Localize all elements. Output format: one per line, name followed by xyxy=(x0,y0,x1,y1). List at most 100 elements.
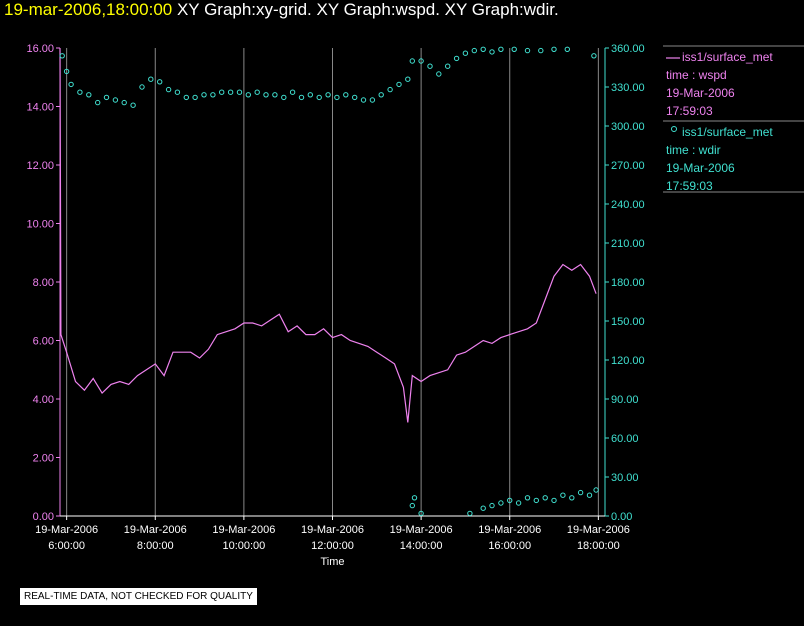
series-point-wdir xyxy=(219,89,225,95)
series-point-wdir xyxy=(427,63,433,69)
right-tick-label: 90.00 xyxy=(611,394,639,406)
series-point-wdir xyxy=(272,92,278,98)
series-point-wdir xyxy=(254,89,260,95)
grid-lines xyxy=(66,48,599,516)
x-axis-label: Time xyxy=(320,556,344,568)
series-point-wdir xyxy=(139,84,145,90)
x-tick-date: 19-Mar-2006 xyxy=(35,524,98,536)
series-point-wdir xyxy=(471,47,477,54)
x-tick-time: 14:00:00 xyxy=(400,540,443,552)
series-point-wdir xyxy=(524,47,531,54)
x-tick-date: 19-Mar-2006 xyxy=(567,524,630,536)
series-point-wdir xyxy=(130,102,136,108)
series-point-wdir xyxy=(542,495,548,501)
series-point-wdir xyxy=(103,94,110,101)
right-tick-label: 60.00 xyxy=(611,433,639,445)
left-tick-label: 12.00 xyxy=(26,160,54,172)
series-point-wdir xyxy=(498,500,504,506)
right-tick-label: 360.00 xyxy=(611,43,645,55)
left-tick-label: 16.00 xyxy=(26,43,54,55)
series-point-wdir xyxy=(418,58,424,64)
legend-source: iss1/surface_met xyxy=(682,125,773,139)
series-point-wdir xyxy=(467,510,473,517)
legend-field: time : wspd xyxy=(666,68,727,82)
legend-date: 19-Mar-2006 xyxy=(666,161,735,175)
series-point-wdir xyxy=(86,92,92,98)
series xyxy=(59,46,599,517)
series-point-wdir xyxy=(489,49,495,55)
x-tick-date: 19-Mar-2006 xyxy=(124,524,187,536)
x-tick-time: 16:00:00 xyxy=(488,540,531,552)
series-point-wdir xyxy=(148,76,154,82)
series-point-wdir xyxy=(533,497,539,504)
series-point-wdir xyxy=(316,94,322,101)
series-point-wdir xyxy=(524,495,531,501)
series-point-wdir xyxy=(577,489,584,496)
series-point-wdir xyxy=(157,79,163,85)
tick-labels: 0.00 2.00 4.00 6.00 8.00 10.00 12.00 14.00 16.00… xyxy=(26,43,644,568)
series-point-wdir xyxy=(480,46,486,52)
title-graph-list: XY Graph:xy-grid. XY Graph:wspd. XY Grap… xyxy=(176,0,559,19)
left-tick-label: 6.00 xyxy=(33,336,54,348)
legend-time: 17:59:03 xyxy=(666,104,713,118)
right-tick-label: 180.00 xyxy=(611,277,645,289)
series-point-wdir xyxy=(183,94,190,101)
right-tick-label: 210.00 xyxy=(611,238,645,250)
series-point-wdir xyxy=(63,68,70,75)
series-point-wdir xyxy=(369,97,376,103)
series-point-wdir xyxy=(334,94,340,101)
series-point-wdir xyxy=(77,89,83,95)
right-tick-label: 150.00 xyxy=(611,316,645,328)
x-tick-time: 6:00:00 xyxy=(48,540,85,552)
series-line-wspd xyxy=(59,47,597,423)
legend-field: time : wdir xyxy=(666,143,721,157)
quality-disclaimer: REAL-TIME DATA, NOT CHECKED FOR QUALITY xyxy=(20,588,257,605)
series-point-wdir xyxy=(307,92,313,98)
right-tick-label: 270.00 xyxy=(611,160,645,172)
title-timestamp: 19-mar-2006,18:00:00 xyxy=(4,0,173,19)
x-tick-date: 19-Mar-2006 xyxy=(478,524,541,536)
series-point-wdir xyxy=(511,46,517,52)
series-point-wdir xyxy=(560,492,566,498)
series-point-wdir xyxy=(68,81,74,88)
axes xyxy=(56,47,609,520)
x-tick-time: 12:00:00 xyxy=(311,540,354,552)
x-tick-time: 18:00:00 xyxy=(577,540,620,552)
series-point-wdir xyxy=(201,92,207,98)
left-tick-label: 4.00 xyxy=(33,394,54,406)
legend-time: 17:59:03 xyxy=(666,179,713,193)
series-point-wdir xyxy=(409,58,415,64)
series-point-wdir xyxy=(263,92,269,98)
right-tick-label: 330.00 xyxy=(611,82,645,94)
series-point-wdir xyxy=(507,497,513,504)
x-tick-date: 19-Mar-2006 xyxy=(301,524,364,536)
series-point-wdir xyxy=(586,492,593,498)
right-tick-label: 30.00 xyxy=(611,472,639,484)
series-point-wdir xyxy=(551,46,557,52)
series-point-wdir xyxy=(569,495,575,501)
right-tick-label: 0.00 xyxy=(611,511,632,523)
series-point-wdir xyxy=(411,495,418,501)
series-point-wdir xyxy=(551,497,557,504)
right-tick-label: 240.00 xyxy=(611,199,645,211)
series-point-wdir xyxy=(453,55,460,62)
left-tick-label: 10.00 xyxy=(26,219,54,231)
series-point-wdir xyxy=(236,89,243,95)
series-point-wdir xyxy=(498,46,504,52)
series-point-wdir xyxy=(405,76,411,82)
series-point-wdir xyxy=(343,92,349,98)
series-point-wdir xyxy=(174,89,181,95)
left-tick-label: 2.00 xyxy=(33,453,54,465)
series-point-wdir xyxy=(95,99,101,106)
left-tick-label: 14.00 xyxy=(26,102,54,114)
x-tick-time: 10:00:00 xyxy=(222,540,265,552)
series-point-wdir xyxy=(418,510,424,517)
legend-circle-swatch xyxy=(671,126,677,132)
series-point-wdir xyxy=(387,86,393,93)
series-point-wdir xyxy=(538,47,544,54)
legend-source: iss1/surface_met xyxy=(682,50,773,64)
series-point-wdir xyxy=(445,63,451,69)
series-point-wdir xyxy=(245,92,252,98)
